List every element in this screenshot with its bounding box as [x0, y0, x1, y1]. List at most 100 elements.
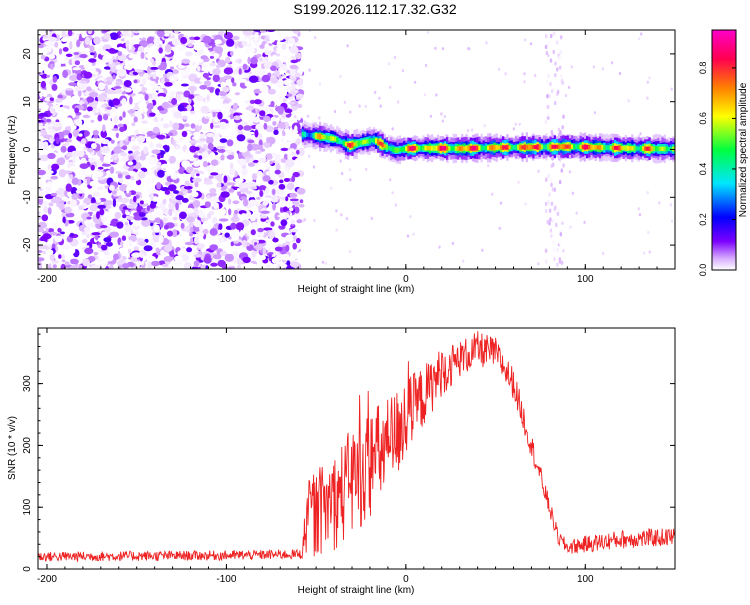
heatmap-noise-blob — [223, 75, 233, 80]
heatmap-speck — [618, 71, 622, 76]
heatmap-noise-blob — [200, 105, 210, 114]
heatmap-noise-blob — [141, 120, 148, 124]
heatmap-noise-blob — [197, 65, 201, 72]
heatmap-noise-blob — [120, 241, 124, 247]
heatmap-noise-blob — [224, 123, 231, 129]
heatmap-noise-blob — [202, 35, 212, 44]
heatmap-noise-blob — [256, 170, 264, 178]
heatmap-noise-blob — [296, 112, 302, 121]
heatmap-noise-blob — [192, 177, 202, 183]
heatmap-ridge-cell — [549, 144, 552, 150]
heatmap-sparse-blob — [549, 33, 553, 39]
heatmap-noise-blob — [256, 196, 261, 200]
heatmap-noise-blob — [169, 61, 178, 67]
heatmap-noise-blob — [49, 61, 55, 65]
heatmap-ridge-cell — [489, 145, 492, 150]
heatmap-noise-blob — [291, 83, 296, 90]
heatmap-noise-blob — [90, 137, 100, 142]
heatmap-noise-blob — [46, 42, 54, 46]
heatmap-noise-blob — [153, 175, 159, 180]
heatmap-noise-blob — [108, 99, 113, 107]
heatmap-noise-blob — [291, 151, 297, 156]
heatmap-noise-blob — [60, 231, 65, 235]
heatmap-noise-blob — [169, 120, 173, 128]
heatmap-noise-blob — [274, 246, 283, 252]
heatmap-noise-blob — [70, 125, 77, 130]
heatmap-noise-blob — [251, 173, 258, 181]
heatmap-ridge-cell — [377, 139, 380, 145]
heatmap-noise-blob — [194, 146, 200, 151]
heatmap-noise-blob — [289, 228, 299, 233]
heatmap-y-ticks: -20 -10 0 10 20 — [22, 34, 675, 265]
colorbar-tick-label: 0.8 — [698, 62, 708, 75]
heatmap-noise-blob — [71, 193, 79, 200]
heatmap-speck — [514, 122, 517, 126]
heatmap-noise-blob — [53, 196, 62, 203]
heatmap-noise-blob — [174, 255, 183, 262]
heatmap-noise-blob — [196, 243, 205, 249]
heatmap-ridge-cell — [327, 135, 330, 141]
heatmap-sparse-blob — [558, 259, 562, 264]
heatmap-noise-blob — [177, 104, 185, 112]
heatmap-speck — [485, 41, 488, 45]
heatmap-noise-blob — [164, 82, 173, 87]
heatmap-noise-blob — [169, 75, 179, 82]
heatmap-noise-blob — [133, 79, 138, 84]
heatmap-y-tick-label: 0 — [22, 146, 33, 152]
heatmap-ridge-cell — [342, 140, 345, 146]
heatmap-noise-blob — [164, 33, 170, 37]
heatmap-sparse-blob — [562, 163, 565, 168]
heatmap-noise-blob — [154, 209, 163, 218]
heatmap-ridge-cell — [551, 144, 554, 149]
heatmap-noise-blob — [38, 241, 47, 246]
heatmap-noise-blob — [247, 112, 256, 119]
heatmap-speck — [374, 90, 377, 94]
heatmap-noise-blob — [284, 121, 289, 130]
colorbar: 0.0 0.2 0.4 0.6 0.8 Normalized spectral ampl… — [698, 29, 749, 277]
heatmap-sparse-blob — [553, 187, 557, 192]
heatmap-noise-blob — [219, 208, 227, 216]
heatmap-noise-blob — [292, 171, 300, 178]
heatmap-noise-blob — [290, 136, 296, 143]
heatmap-noise-blob — [296, 187, 306, 195]
heatmap-noise-blob — [81, 169, 86, 176]
heatmap-noise-blob — [250, 56, 258, 65]
heatmap-noise-blob — [167, 132, 174, 136]
heatmap-noise-blob — [296, 103, 303, 109]
heatmap-noise-blob — [145, 136, 152, 144]
heatmap-ridge-cell — [637, 146, 640, 151]
heatmap-noise-blob — [193, 154, 199, 158]
heatmap-noise-blob — [227, 182, 236, 186]
heatmap-noise-blob — [193, 260, 200, 267]
heatmap-noise-blob — [52, 121, 62, 128]
colorbar-tick-label: 0.0 — [698, 264, 708, 277]
heatmap-speck — [429, 114, 433, 118]
heatmap-noise-blob — [43, 35, 49, 39]
heatmap-noise-blob — [286, 93, 293, 97]
heatmap-noise-blob — [282, 98, 287, 103]
heatmap-noise-blob — [61, 254, 65, 259]
heatmap-noise-blob — [161, 263, 169, 267]
heatmap-noise-blob — [255, 32, 259, 36]
heatmap-noise-blob — [133, 116, 138, 123]
heatmap-noise-blob — [173, 190, 179, 194]
heatmap-noise-blob — [143, 245, 153, 252]
heatmap-noise-blob — [220, 191, 230, 198]
heatmap-noise-blob — [290, 56, 296, 60]
heatmap-noise-blob — [108, 57, 113, 65]
heatmap-speck — [389, 85, 392, 89]
heatmap-ridge-cell — [620, 145, 623, 151]
heatmap-noise-blob — [64, 261, 70, 266]
heatmap-noise-blob — [87, 30, 93, 35]
heatmap-noise-blob — [250, 229, 256, 236]
heatmap-noise-blob — [134, 122, 139, 127]
heatmap-noise-blob — [169, 249, 175, 258]
heatmap-noise-blob — [168, 208, 173, 216]
heatmap-noise-blob — [110, 139, 115, 144]
heatmap-speck — [467, 47, 471, 51]
heatmap-noise-blob — [83, 71, 93, 79]
heatmap-speck — [648, 76, 651, 80]
heatmap-speck — [562, 249, 565, 253]
heatmap-noise-blob — [134, 30, 139, 34]
heatmap-noise-blob — [275, 37, 284, 41]
